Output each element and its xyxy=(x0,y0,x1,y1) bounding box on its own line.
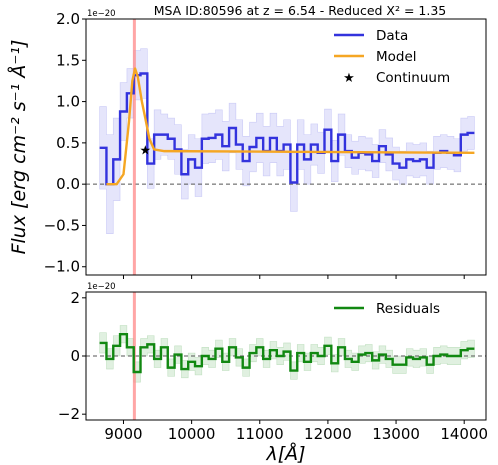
series-data-line xyxy=(99,72,475,186)
uncertainty-band xyxy=(99,325,475,383)
legend-label-continuum: Continuum xyxy=(376,70,450,86)
x-tick-label: 11000 xyxy=(236,425,284,443)
spectrum-panel: ★ −1.0 −0.5 0.0 0.5 1.0 1.5 2.0 1e−20 MSA ID:8059… xyxy=(7,3,487,279)
y-tick-label: 0.5 xyxy=(56,134,80,152)
x-tick-label: 10000 xyxy=(168,425,216,443)
legend: Data Model ★ Continuum xyxy=(334,28,450,86)
x-tick-label: 13000 xyxy=(372,425,420,443)
y-tick-label: 0 xyxy=(70,347,80,365)
residuals-panel: −2 0 2 9000 10000 11000 12000 13000 14000 1e−20 λ[… xyxy=(58,282,488,465)
y-tick-label: 1.0 xyxy=(56,93,80,111)
chart-title: MSA ID:80596 at z = 6.54 - Reduced X² = … xyxy=(154,3,447,18)
series-continuum-star: ★ xyxy=(139,143,151,158)
x-axis-label: λ[Å] xyxy=(265,442,305,465)
y-tick-label: 1.5 xyxy=(56,51,80,69)
axes-frame xyxy=(85,18,487,276)
x-tick-label: 9000 xyxy=(104,425,142,443)
series-residuals-line xyxy=(99,332,475,374)
y-tick-label: 2.0 xyxy=(56,10,80,28)
x-tick-label: 14000 xyxy=(440,425,488,443)
y-tick-label: −1.0 xyxy=(44,258,80,276)
legend-label-residuals: Residuals xyxy=(376,301,440,317)
legend-label-model: Model xyxy=(376,49,417,65)
x-tick-label: 12000 xyxy=(304,425,352,443)
plot-area xyxy=(86,292,486,420)
y-offset-label: 1e−20 xyxy=(87,9,116,19)
y-tick-label: −0.5 xyxy=(44,216,80,234)
y-tick-label: −2 xyxy=(58,405,80,423)
y-offset-label: 1e−20 xyxy=(87,282,116,292)
y-axis-label: Flux [erg cm⁻² s⁻¹ Å⁻¹] xyxy=(7,40,30,255)
legend-swatch-continuum: ★ xyxy=(343,71,355,86)
legend-label-data: Data xyxy=(376,28,408,44)
series-model-line xyxy=(106,67,475,186)
y-tick-label: 0.0 xyxy=(56,175,80,193)
legend: Residuals xyxy=(334,301,440,317)
uncertainty-band xyxy=(99,48,475,235)
y-tick-label: 2 xyxy=(70,289,80,307)
plot-area: ★ xyxy=(86,19,486,275)
